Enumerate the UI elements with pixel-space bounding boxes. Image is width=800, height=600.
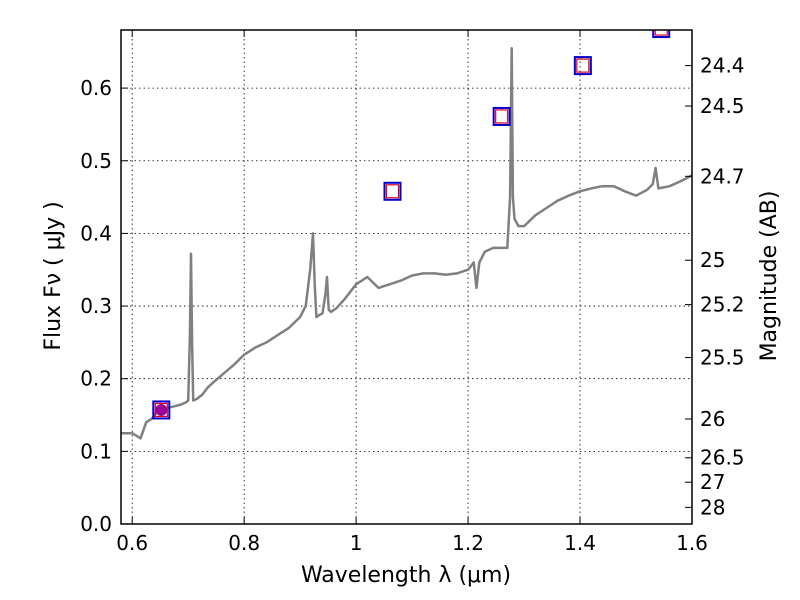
model-flux-marker bbox=[573, 56, 592, 76]
x-axis-ticks: 0.6 0.8 1 1.2 1.4 1.6 bbox=[116, 30, 708, 555]
x-tick-label: 0.8 bbox=[228, 531, 260, 555]
model-flux-marker bbox=[492, 106, 511, 126]
data-point bbox=[155, 403, 168, 416]
y-tick-label: 0.0 bbox=[80, 512, 112, 536]
x-axis-label: Wavelength λ (μm) bbox=[301, 563, 511, 588]
observed-flux-marker bbox=[495, 109, 509, 124]
x-tick-label: 1.4 bbox=[564, 531, 596, 555]
x-tick-label: 0.6 bbox=[116, 531, 148, 555]
y-tick-label: 0.6 bbox=[80, 76, 112, 100]
y-tick-label: 0.2 bbox=[80, 367, 112, 391]
spectrum-series bbox=[121, 46, 692, 440]
right-tick-label: 26 bbox=[700, 407, 725, 431]
right-tick-label: 25 bbox=[700, 248, 725, 272]
right-tick-label: 25.5 bbox=[700, 346, 745, 370]
model-flux-marker bbox=[652, 30, 671, 39]
model-flux-marker bbox=[152, 400, 171, 420]
photometry-point bbox=[652, 30, 671, 39]
y-axis-ticks: 0.0 0.1 0.2 0.3 0.4 0.5 0.6 bbox=[80, 76, 128, 536]
right-tick-label: 27 bbox=[700, 470, 725, 494]
right-tick-label: 24.7 bbox=[700, 164, 745, 188]
y-tick-label: 0.1 bbox=[80, 439, 112, 463]
photometry-point bbox=[383, 181, 402, 201]
right-tick-label: 26.5 bbox=[700, 446, 745, 470]
right-tick-label: 28 bbox=[700, 495, 725, 519]
observed-flux-marker bbox=[654, 30, 668, 36]
photometry-point bbox=[492, 106, 511, 126]
observed-flux-marker bbox=[385, 184, 400, 199]
spectrum-line bbox=[121, 46, 692, 440]
model-flux-marker bbox=[383, 181, 402, 201]
x-tick-label: 1.6 bbox=[676, 531, 708, 555]
right-axis-label: Magnitude (AB) bbox=[757, 191, 782, 362]
y-tick-label: 0.5 bbox=[80, 149, 112, 173]
y-axis-label: Flux Fν ( μJy ) bbox=[41, 201, 66, 350]
y-tick-label: 0.4 bbox=[80, 221, 112, 245]
photometry-points bbox=[152, 30, 671, 420]
x-tick-label: 1.2 bbox=[452, 531, 484, 555]
x-tick-label: 1 bbox=[350, 531, 363, 555]
right-tick-label: 25.2 bbox=[700, 293, 745, 317]
y-tick-label: 0.3 bbox=[80, 294, 112, 318]
right-tick-label: 24.4 bbox=[700, 54, 745, 78]
observed-flux-marker bbox=[576, 58, 590, 73]
plot-frame bbox=[120, 29, 693, 525]
photometry-point bbox=[152, 400, 171, 420]
right-tick-label: 24.5 bbox=[700, 94, 745, 118]
photometry-point bbox=[573, 56, 592, 76]
